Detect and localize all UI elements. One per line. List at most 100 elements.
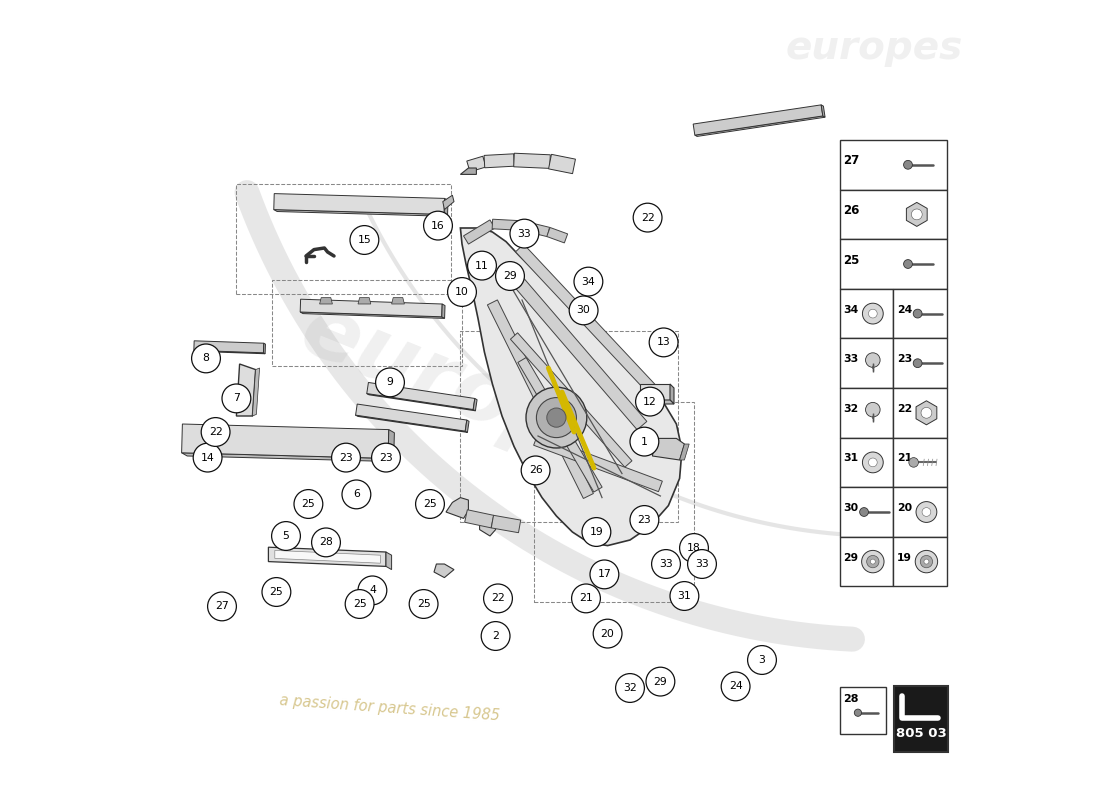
Text: 34: 34	[844, 305, 859, 314]
Circle shape	[358, 576, 387, 605]
Text: 15: 15	[358, 235, 372, 245]
Circle shape	[372, 443, 400, 472]
Text: 4: 4	[368, 586, 376, 595]
Bar	[839, 438, 893, 487]
Text: 23: 23	[339, 453, 353, 462]
Polygon shape	[274, 194, 444, 214]
Polygon shape	[274, 210, 448, 216]
Bar	[839, 140, 947, 190]
Polygon shape	[268, 547, 386, 566]
Circle shape	[680, 534, 708, 562]
Polygon shape	[443, 195, 454, 210]
Polygon shape	[916, 401, 937, 425]
Polygon shape	[639, 400, 674, 404]
Polygon shape	[275, 550, 381, 563]
Bar	[236, 184, 451, 294]
Polygon shape	[252, 368, 260, 416]
Text: 33: 33	[695, 559, 708, 569]
Polygon shape	[652, 438, 684, 460]
Circle shape	[630, 427, 659, 456]
Circle shape	[590, 560, 619, 589]
Text: 805 03: 805 03	[895, 727, 947, 740]
Text: 6: 6	[353, 490, 360, 499]
Polygon shape	[492, 219, 522, 230]
Circle shape	[861, 550, 884, 573]
Text: 32: 32	[623, 683, 637, 693]
Text: 5: 5	[283, 531, 289, 541]
Bar	[534, 402, 694, 602]
Text: 30: 30	[576, 306, 591, 315]
Text: 17: 17	[597, 570, 612, 579]
Circle shape	[912, 209, 922, 220]
Text: 24: 24	[898, 305, 913, 314]
Circle shape	[272, 522, 300, 550]
Circle shape	[646, 667, 674, 696]
Text: 14: 14	[200, 453, 214, 462]
Circle shape	[616, 674, 645, 702]
Polygon shape	[446, 498, 469, 518]
Polygon shape	[670, 384, 674, 404]
Polygon shape	[461, 168, 476, 174]
Text: 32: 32	[844, 404, 859, 414]
Polygon shape	[392, 298, 405, 304]
Circle shape	[416, 490, 444, 518]
Polygon shape	[822, 105, 825, 118]
Text: 13: 13	[657, 338, 671, 347]
Text: 27: 27	[216, 602, 229, 611]
Circle shape	[574, 267, 603, 296]
Text: 31: 31	[844, 454, 859, 463]
Polygon shape	[461, 228, 682, 546]
Circle shape	[903, 161, 912, 170]
Circle shape	[862, 303, 883, 324]
Text: 22: 22	[898, 404, 913, 414]
Bar	[839, 289, 893, 338]
Bar	[839, 388, 893, 438]
Circle shape	[748, 646, 777, 674]
Text: 19: 19	[590, 527, 603, 537]
Text: 25: 25	[424, 499, 437, 509]
Text: 28: 28	[844, 694, 859, 704]
Polygon shape	[388, 430, 395, 462]
Polygon shape	[444, 198, 448, 216]
Bar	[893, 487, 947, 537]
Text: 23: 23	[638, 515, 651, 525]
Circle shape	[859, 508, 868, 517]
Circle shape	[651, 550, 681, 578]
Polygon shape	[514, 154, 550, 168]
Text: 20: 20	[898, 503, 912, 513]
Polygon shape	[492, 515, 520, 533]
Polygon shape	[516, 244, 667, 404]
Text: 22: 22	[491, 594, 505, 603]
Circle shape	[688, 550, 716, 578]
Text: 26: 26	[529, 466, 542, 475]
Circle shape	[649, 328, 678, 357]
Polygon shape	[182, 453, 394, 462]
Polygon shape	[549, 154, 575, 174]
Polygon shape	[358, 298, 371, 304]
Circle shape	[194, 443, 222, 472]
Text: 8: 8	[202, 354, 209, 363]
Text: 29: 29	[844, 553, 859, 562]
Polygon shape	[366, 394, 475, 411]
Polygon shape	[906, 202, 927, 226]
Text: 20: 20	[601, 629, 615, 638]
Circle shape	[855, 709, 861, 716]
Polygon shape	[510, 333, 632, 467]
Polygon shape	[521, 221, 550, 237]
Text: 30: 30	[844, 503, 859, 513]
Polygon shape	[182, 424, 388, 458]
Circle shape	[866, 402, 880, 417]
Circle shape	[921, 407, 932, 418]
Circle shape	[869, 458, 877, 466]
Circle shape	[913, 359, 922, 368]
Bar	[839, 487, 893, 537]
Circle shape	[870, 559, 876, 564]
Circle shape	[510, 219, 539, 248]
Polygon shape	[680, 444, 690, 460]
Text: 12: 12	[644, 397, 657, 406]
Circle shape	[468, 251, 496, 280]
Bar	[839, 537, 893, 586]
Circle shape	[903, 259, 912, 268]
Text: 10: 10	[455, 287, 469, 297]
Polygon shape	[465, 420, 469, 433]
